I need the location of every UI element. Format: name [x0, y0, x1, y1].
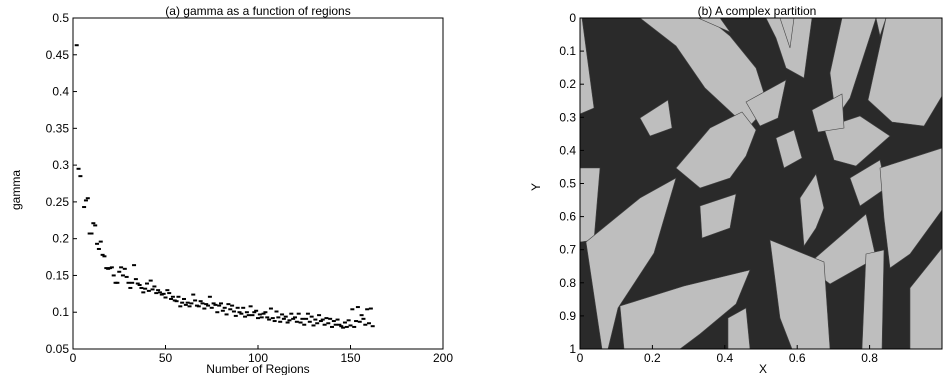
partition-region	[861, 249, 885, 349]
chart-a-plot-area	[72, 17, 444, 350]
chart-b-xtick-label: 0.2	[644, 351, 661, 365]
chart-b-ytick-label: 0.4	[559, 143, 576, 157]
chart-a-xtick-label: 0	[70, 351, 77, 365]
chart-b-ytick-label: 0.8	[559, 276, 576, 290]
chart-b-title: (b) A complex partition	[698, 4, 817, 18]
chart-a-ytick-label: 0.4	[52, 85, 69, 99]
partition-region	[619, 269, 751, 349]
partition-region	[909, 247, 942, 349]
partition-region	[727, 307, 751, 349]
chart-b-xtick-label: 0	[577, 351, 584, 365]
chart-b-xtick-label: 0.4	[716, 351, 733, 365]
chart-a-xtick-label: 150	[340, 351, 360, 365]
chart-a-ytick-label: 0.35	[46, 121, 70, 135]
chart-b-ylabel: Y	[529, 183, 543, 191]
partition-region	[745, 79, 787, 127]
chart-a-ytick-label: 0.5	[52, 11, 69, 25]
chart-a-ytick-label: 0.3	[52, 158, 69, 172]
partition-region	[675, 111, 757, 189]
partition-region	[769, 239, 831, 349]
chart-b-xtick-label: 0.8	[861, 351, 878, 365]
chart-b-ytick-label: 1	[569, 342, 576, 356]
partition-region	[585, 177, 677, 349]
chart-a-xtick-label: 100	[248, 351, 268, 365]
chart-b-ytick-label: 0.3	[559, 110, 576, 124]
partition-region	[811, 93, 845, 133]
chart-a-ylabel: gamma	[9, 170, 23, 210]
chart-b-ytick-label: 0.6	[559, 210, 576, 224]
chart-b-xtick-label: 0.6	[789, 351, 806, 365]
chart-a-ytick-label: 0.2	[52, 232, 69, 246]
partition-region	[879, 147, 942, 269]
chart-a-ytick-label: 0.45	[46, 48, 70, 62]
chart-a-xtick-label: 50	[159, 351, 173, 365]
chart-b-ytick-label: 0	[569, 11, 576, 25]
chart-a-ytick-label: 0.15	[46, 268, 70, 282]
chart-b-ytick-label: 0.9	[559, 309, 576, 323]
chart-a-ytick-label: 0.05	[46, 342, 70, 356]
partition-region	[765, 18, 813, 79]
chart-b-ytick-label: 0.7	[559, 243, 576, 257]
partition-region	[699, 193, 737, 239]
chart-a-xtick-label: 200	[433, 351, 453, 365]
chart-a-ytick-label: 0.1	[52, 305, 69, 319]
complex-partition-chart: (b) A complex partition 0 0.2 0.4 0.6 0.8 0 0.…	[529, 4, 943, 375]
partition-region	[779, 18, 795, 49]
partition-region	[639, 99, 673, 137]
chart-b-ytick-label: 0.5	[559, 177, 576, 191]
partition-region	[799, 173, 825, 247]
chart-b-ytick-label: 0.2	[559, 77, 576, 91]
chart-a-title: (a) gamma as a function of regions	[165, 4, 350, 18]
chart-b-ytick-label: 0.1	[559, 44, 576, 58]
chart-a-xlabel: Number of Regions	[206, 362, 309, 375]
gamma-scatter-chart: (a) gamma as a function of regions 0 50 10…	[9, 4, 453, 375]
partition-region	[697, 18, 731, 33]
partition-region	[580, 18, 595, 115]
partition-region	[775, 129, 803, 169]
chart-a-ytick-label: 0.25	[46, 195, 70, 209]
partition-region	[867, 18, 942, 127]
chart-b-xlabel: X	[759, 362, 767, 375]
partition-region	[875, 18, 887, 38]
